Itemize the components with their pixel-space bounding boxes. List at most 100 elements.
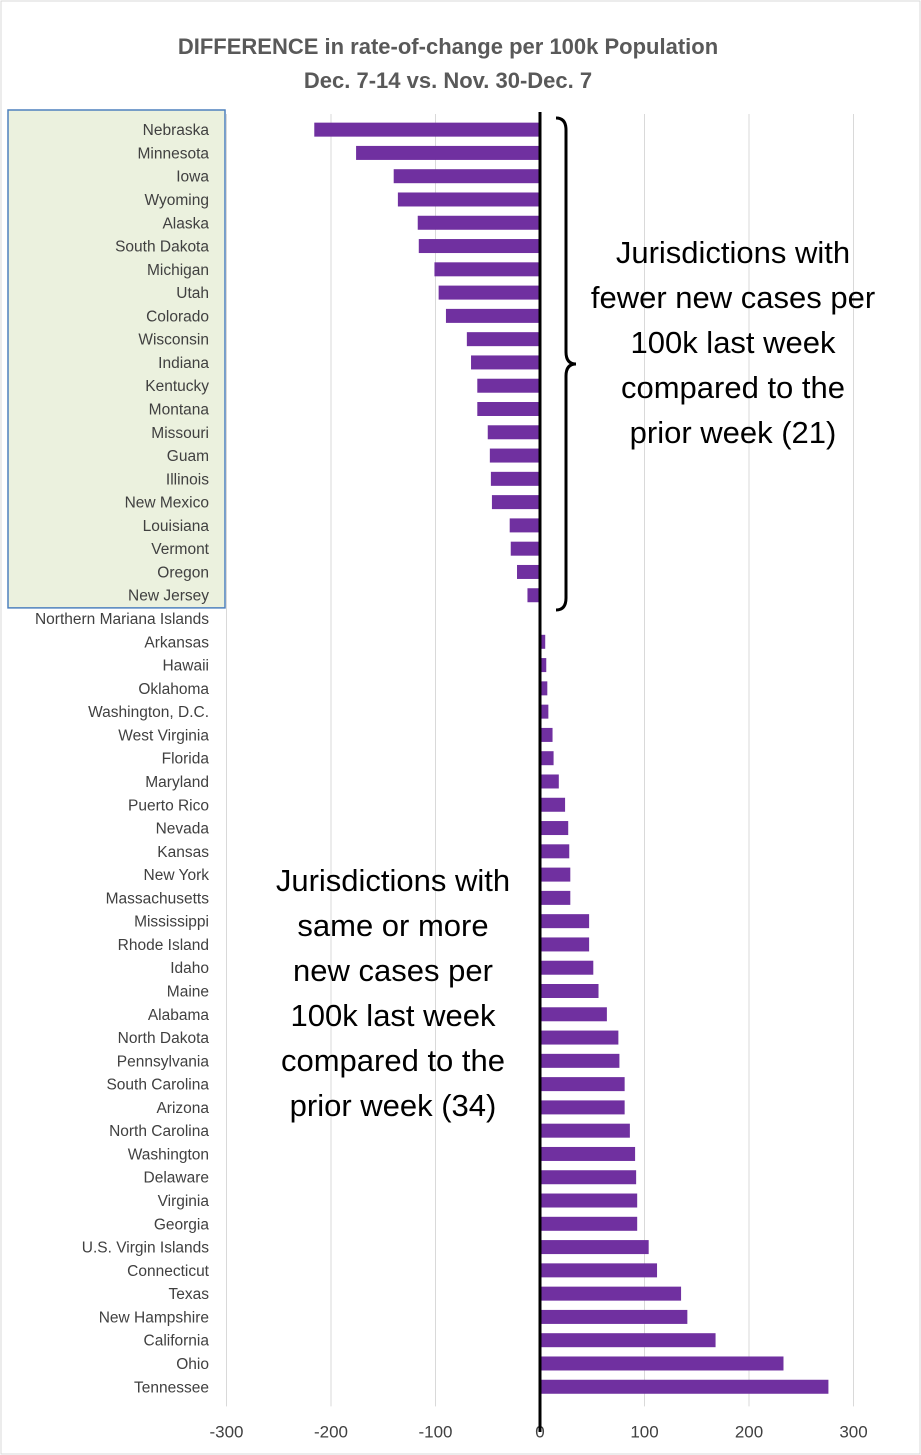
category-label: Georgia: [154, 1216, 210, 1233]
bar: [540, 1146, 636, 1161]
bar: [540, 867, 571, 882]
category-label: Hawaii: [162, 658, 209, 675]
category-label: West Virginia: [118, 727, 209, 744]
chart-subtitle: Dec. 7-14 vs. Nov. 30-Dec. 7: [304, 68, 592, 93]
x-tick-label: 100: [630, 1422, 658, 1441]
annotation-line: prior week (34): [290, 1088, 497, 1123]
bar: [509, 518, 540, 533]
category-label: Florida: [162, 751, 210, 768]
category-labels: Nebraska Minnesota Iowa Wyoming Alaska South …: [35, 122, 210, 1396]
category-label: Connecticut: [127, 1263, 210, 1280]
curly-brace: [555, 116, 577, 612]
category-label: Guam: [167, 448, 209, 465]
annotation-line: new cases per: [293, 953, 493, 988]
category-label: Virginia: [158, 1193, 210, 1210]
bar: [540, 727, 553, 742]
bar: [540, 821, 569, 836]
category-label: New Jersey: [128, 588, 209, 605]
category-label: Delaware: [144, 1170, 209, 1187]
annotation-line: Jurisdictions with: [616, 235, 850, 270]
bar: [540, 1077, 625, 1092]
bar: [540, 1193, 638, 1208]
bar: [540, 960, 594, 975]
category-label: Maryland: [145, 774, 209, 791]
category-label: Arizona: [156, 1100, 209, 1117]
category-label: Puerto Rico: [128, 797, 209, 814]
category-label: Nebraska: [143, 122, 210, 139]
category-label: South Carolina: [106, 1077, 209, 1094]
bar: [540, 704, 549, 719]
bar: [540, 1379, 829, 1394]
bar: [540, 1240, 649, 1255]
category-label: Idaho: [170, 960, 209, 977]
category-label: Wyoming: [145, 192, 209, 209]
category-label: Massachusetts: [106, 890, 210, 907]
category-label: Alabama: [148, 1007, 210, 1024]
x-tick-label: -100: [418, 1422, 452, 1441]
category-label: Illinois: [166, 471, 209, 488]
category-label: Kansas: [157, 844, 209, 861]
bar: [445, 308, 540, 323]
bar: [540, 914, 590, 929]
x-tick-label: 200: [735, 1422, 763, 1441]
x-tick-label: -200: [314, 1422, 348, 1441]
bar: [540, 658, 547, 673]
bar: [527, 588, 540, 603]
category-label: Utah: [176, 285, 209, 302]
category-label: Montana: [149, 402, 210, 419]
bar: [540, 984, 599, 998]
category-label: New Hampshire: [99, 1309, 209, 1326]
category-label: Oregon: [157, 564, 209, 581]
bar: [540, 1123, 630, 1138]
bar: [540, 1030, 619, 1045]
category-label: North Carolina: [109, 1123, 209, 1140]
category-label: Northern Mariana Islands: [35, 611, 209, 628]
bar: [540, 1100, 625, 1115]
bar: [540, 751, 554, 766]
chart-title: DIFFERENCE in rate-of-change per 100k Po…: [178, 34, 718, 59]
category-label: U.S. Virgin Islands: [82, 1240, 209, 1257]
bar: [540, 774, 559, 789]
bar: [490, 471, 540, 486]
bar: [540, 1263, 658, 1278]
bars: [314, 122, 829, 1394]
bar: [397, 192, 540, 207]
category-label: California: [144, 1333, 210, 1350]
bar: [510, 541, 540, 556]
gridlines: [226, 114, 854, 1407]
category-label: Washington: [128, 1146, 209, 1163]
bar: [540, 797, 566, 812]
category-label: Alaska: [162, 215, 209, 232]
bar: [438, 285, 540, 300]
bar: [417, 215, 540, 230]
bar: [540, 634, 546, 649]
bar: [466, 332, 540, 347]
bar: [314, 122, 540, 137]
category-label: Ohio: [176, 1356, 209, 1373]
x-tick-label: -300: [209, 1422, 243, 1441]
x-tick-labels: -300-200-1000100200300: [209, 1422, 867, 1441]
bar: [393, 169, 540, 184]
category-label: Vermont: [151, 541, 209, 558]
bar: [540, 844, 570, 859]
annotation-line: fewer new cases per: [591, 280, 875, 315]
category-label: North Dakota: [118, 1030, 210, 1047]
category-label: Arkansas: [144, 634, 209, 651]
category-label: Indiana: [158, 355, 209, 372]
category-label: Wisconsin: [138, 332, 209, 349]
category-label: Texas: [169, 1286, 210, 1303]
category-label: Louisiana: [143, 518, 210, 535]
bar: [540, 1333, 716, 1348]
category-label: Rhode Island: [118, 937, 209, 954]
annotation-line: 100k last week: [290, 998, 496, 1033]
annotation-line: same or more: [297, 908, 488, 943]
bar: [434, 262, 540, 277]
bar: [540, 1286, 682, 1301]
bar: [477, 402, 540, 416]
category-label: Missouri: [151, 425, 209, 442]
bar: [489, 448, 540, 463]
bar: [517, 564, 540, 579]
bar: [487, 425, 540, 440]
